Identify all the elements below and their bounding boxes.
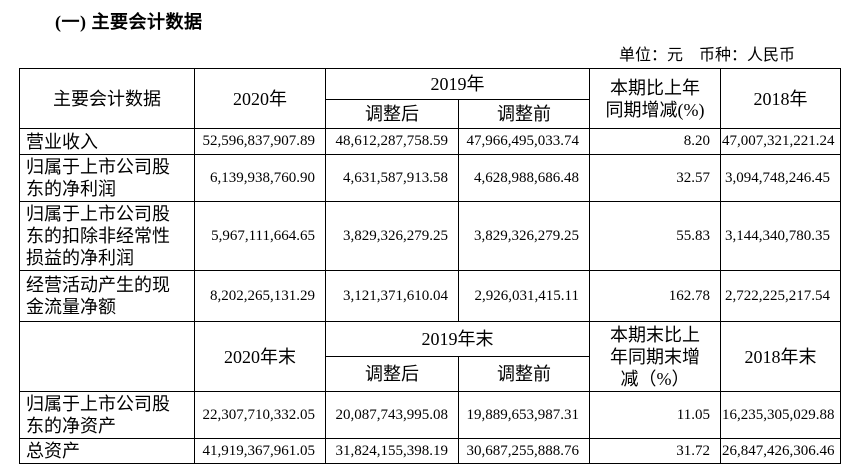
table-row-net-profit: 归属于上市公司股东的净利润 6,139,938,760.90 4,631,587… — [19, 154, 841, 202]
cell-2019-original: 3,829,326,279.25 — [458, 201, 590, 271]
cell-2018: 3,144,340,780.35 — [720, 201, 841, 271]
header-row-year-end: 2020年末 2019年末 本期末比上 年同期末增 减（%） 2018年末 — [19, 321, 841, 392]
cell-2019-adjusted: 3,829,326,279.25 — [325, 201, 459, 271]
cell-2020: 22,307,710,332.05 — [194, 391, 326, 439]
section-title: (一) 主要会计数据 — [55, 12, 203, 32]
header-metric: 主要会计数据 — [19, 68, 195, 129]
cell-2018: 16,235,305,029.88 — [720, 391, 841, 439]
cell-2019-adjusted: 4,631,587,913.58 — [325, 154, 459, 202]
cell-2018: 47,007,321,221.24 — [720, 128, 841, 155]
header-2020-end: 2020年末 — [194, 321, 326, 392]
row-label: 经营活动产生的现金流量净额 — [19, 270, 195, 322]
header-end-change-pct: 本期末比上 年同期末增 减（%） — [589, 321, 721, 392]
cell-2019-adjusted: 3,121,371,610.04 — [325, 270, 459, 322]
cell-2020: 6,139,938,760.90 — [194, 154, 326, 202]
cell-2019-original: 2,926,031,415.11 — [458, 270, 590, 322]
unit-currency-note: 单位：元 币种：人民币 — [618, 47, 795, 64]
table-row-net-profit-excl-nonrecurring: 归属于上市公司股东的扣除非经常性损益的净利润 5,967,111,664.65 … — [19, 201, 841, 271]
row-label: 营业收入 — [19, 128, 195, 155]
header-2019-adjusted: 调整后 — [325, 99, 459, 129]
accounting-data-table: 主要会计数据 2020年 2019年 本期比上年 同期增减(%) 2018年 调… — [19, 68, 841, 464]
cell-2018: 2,722,225,217.54 — [720, 270, 841, 322]
header-end-change-line3: 减（%） — [620, 368, 690, 389]
cell-2019-original: 19,889,653,987.31 — [458, 391, 590, 439]
cell-2019-adjusted: 20,087,743,995.08 — [325, 391, 459, 439]
header-2019: 2019年 — [325, 68, 590, 100]
header-row-annual: 主要会计数据 2020年 2019年 本期比上年 同期增减(%) 2018年 — [19, 68, 841, 129]
header-row-annual-sub: 调整后 调整前 — [20, 99, 841, 129]
cell-change: 32.57 — [589, 154, 721, 202]
row-label: 归属于上市公司股东的扣除非经常性损益的净利润 — [19, 201, 195, 271]
cell-2019-original: 30,687,255,888.76 — [458, 438, 590, 464]
table-row-revenue: 营业收入 52,596,837,907.89 48,612,287,758.59… — [19, 128, 841, 155]
cell-2020: 5,967,111,664.65 — [194, 201, 326, 271]
header-end-change-line2: 年同期末增 — [610, 346, 700, 367]
header-metric-empty — [19, 321, 195, 392]
cell-2020: 8,202,265,131.29 — [194, 270, 326, 322]
cell-2018: 3,094,748,246.45 — [720, 154, 841, 202]
cell-change: 31.72 — [589, 438, 721, 464]
cell-2019-original: 4,628,988,686.48 — [458, 154, 590, 202]
cell-2018: 26,847,426,306.46 — [720, 438, 841, 464]
header-end-change-line1: 本期末比上 — [610, 324, 700, 345]
cell-2019-adjusted: 48,612,287,758.59 — [325, 128, 459, 155]
header-2019-original: 调整前 — [458, 99, 590, 129]
header-change-line2: 同期增减(%) — [605, 99, 705, 120]
header-2018: 2018年 — [720, 68, 841, 129]
table-row-total-assets: 总资产 41,919,367,961.05 31,824,155,398.19 … — [19, 438, 841, 464]
header-2018-end: 2018年末 — [720, 321, 841, 392]
cell-2019-adjusted: 31,824,155,398.19 — [325, 438, 459, 464]
header-change-line1: 本期比上年 — [610, 77, 700, 98]
row-label: 归属于上市公司股东的净资产 — [19, 391, 195, 439]
header-change-pct: 本期比上年 同期增减(%) — [589, 68, 721, 129]
cell-2020: 52,596,837,907.89 — [194, 128, 326, 155]
table-row-operating-cash-flow: 经营活动产生的现金流量净额 8,202,265,131.29 3,121,371… — [19, 270, 841, 322]
header-row-year-end-sub: 调整后 调整前 — [20, 356, 841, 392]
header-2019-end-adjusted: 调整后 — [325, 356, 459, 392]
cell-change: 55.83 — [589, 201, 721, 271]
row-label: 总资产 — [19, 438, 195, 464]
cell-2020: 41,919,367,961.05 — [194, 438, 326, 464]
cell-2019-original: 47,966,495,033.74 — [458, 128, 590, 155]
header-2019-end-original: 调整前 — [458, 356, 590, 392]
header-2019-end: 2019年末 — [325, 321, 590, 357]
cell-change: 8.20 — [589, 128, 721, 155]
document-page: { "page": { "title": "(一) 主要会计数据", "unit… — [0, 8, 859, 475]
cell-change: 162.78 — [589, 270, 721, 322]
table-row-net-assets: 归属于上市公司股东的净资产 22,307,710,332.05 20,087,7… — [19, 391, 841, 439]
cell-change: 11.05 — [589, 391, 721, 439]
header-2020: 2020年 — [194, 68, 326, 129]
row-label: 归属于上市公司股东的净利润 — [19, 154, 195, 202]
